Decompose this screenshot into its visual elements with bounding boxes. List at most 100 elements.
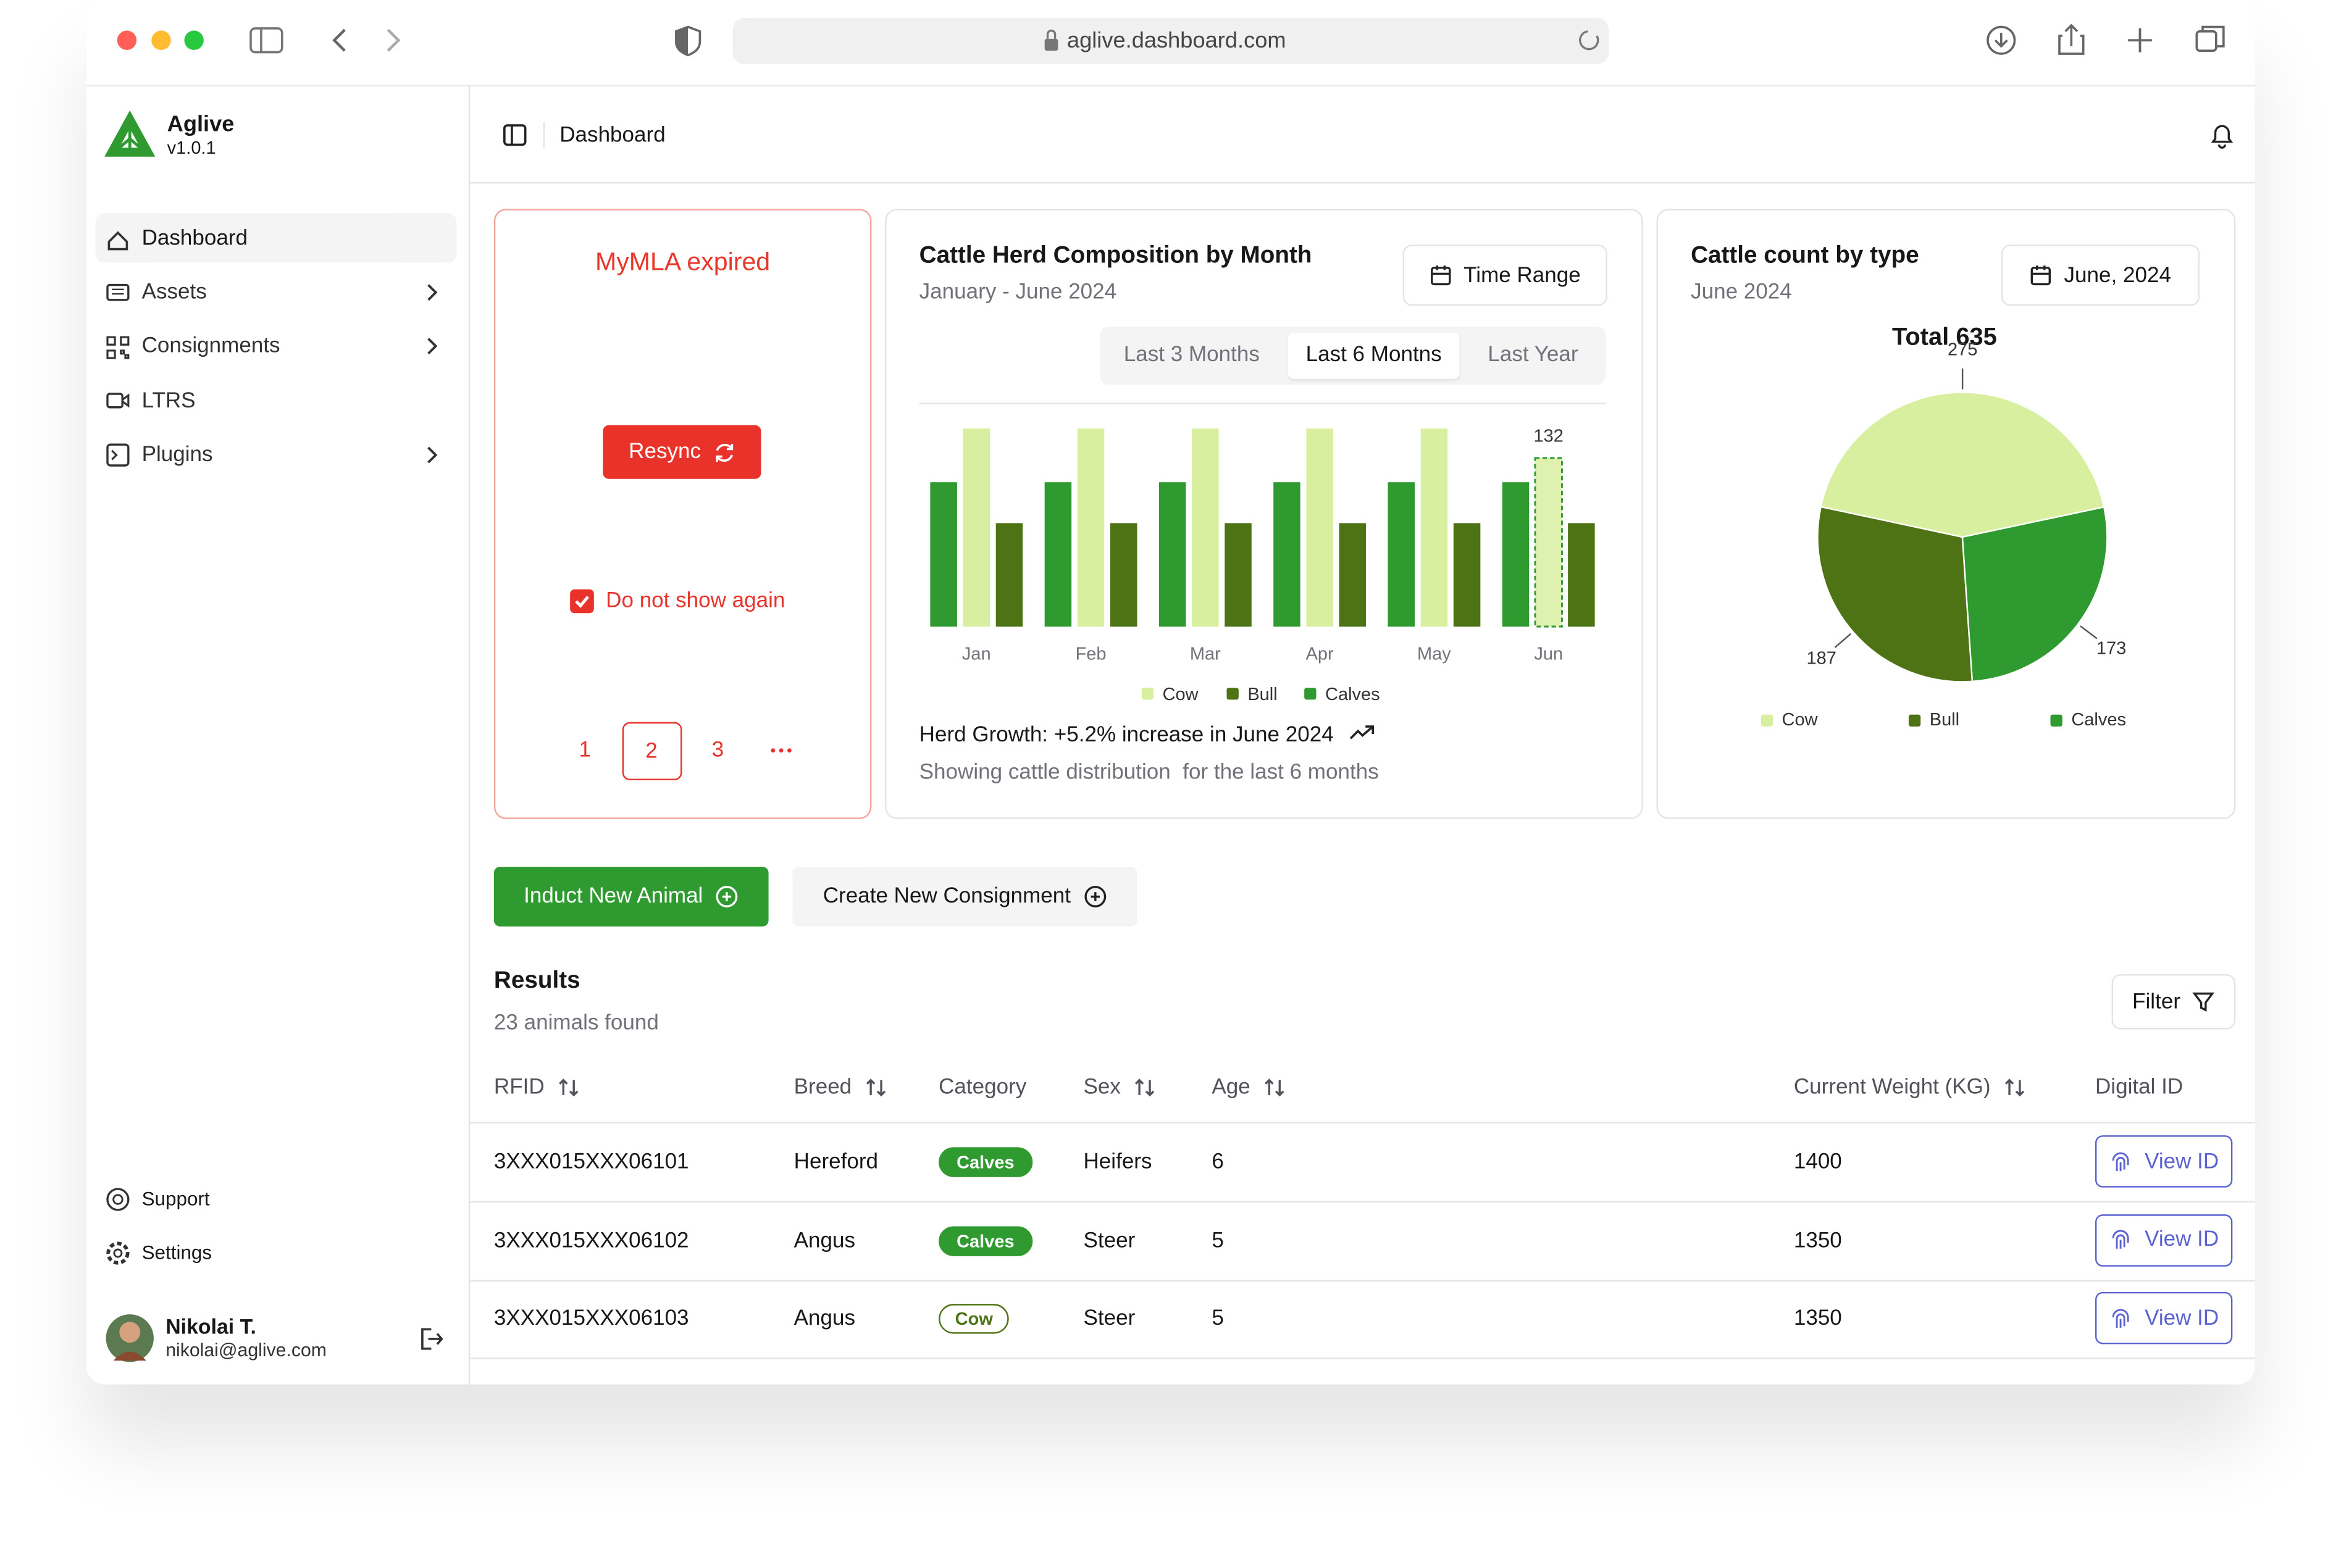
pagination-more[interactable]	[767, 743, 797, 758]
table-cell: 3XXX015XXX06103	[493, 1307, 689, 1332]
fingerprint-icon	[2112, 1151, 2129, 1170]
checkmark	[575, 596, 590, 608]
view-id-button[interactable]: View ID	[2095, 1214, 2233, 1266]
icon-part	[113, 1248, 123, 1258]
app-version: v1.0.1	[167, 137, 216, 159]
icon-part	[575, 596, 590, 608]
x-tick-label: Mar	[1190, 644, 1221, 664]
reload-button[interactable]	[1579, 30, 1599, 51]
tab[interactable]: Last 6 Montns	[1288, 332, 1460, 379]
legend-label: Cow	[1782, 710, 1819, 730]
column-header[interactable]: RFID	[494, 1074, 580, 1101]
icon-part	[558, 1078, 579, 1097]
forward-button[interactable]	[387, 28, 401, 52]
icon-part	[2032, 265, 2050, 275]
user-name: Nikolai T.	[165, 1314, 256, 1338]
column-label: RFID	[493, 1075, 545, 1100]
new-tab-button[interactable]	[2128, 28, 2152, 52]
nav-item[interactable]: LTRS	[141, 389, 196, 414]
nav-item[interactable]: Plugins	[141, 443, 213, 467]
pie-slice	[1961, 506, 2108, 683]
view-id-button[interactable]: View ID	[2095, 1292, 2233, 1345]
icon-part	[1994, 33, 2008, 48]
panel-toggle[interactable]	[501, 122, 531, 149]
table-cell: 3XXX015XXX06102	[493, 1228, 689, 1253]
x-tick-label: Apr	[1306, 644, 1334, 664]
icon-part	[2004, 1078, 2024, 1097]
column-header[interactable]: Age	[1212, 1074, 1286, 1101]
zoom-button[interactable]	[184, 30, 204, 50]
calendar-icon	[2030, 265, 2051, 286]
page-button[interactable]: 1	[579, 738, 592, 762]
time-range-button[interactable]: Time Range	[1402, 244, 1607, 306]
resync-button[interactable]: Resync	[603, 425, 761, 479]
bar	[1453, 523, 1481, 627]
sort-icon	[866, 1078, 886, 1097]
bar	[963, 428, 990, 627]
close-button[interactable]	[117, 30, 137, 50]
bar	[1568, 523, 1595, 627]
logout-button[interactable]	[421, 1328, 443, 1350]
results-title: Results	[493, 968, 580, 994]
icon-part	[2030, 267, 2051, 286]
ltrs-icon	[106, 393, 124, 409]
alert-title: MyMLA expired	[595, 248, 771, 277]
icon-part	[112, 1194, 124, 1205]
table-cell: Steer	[1083, 1228, 1136, 1253]
column-header[interactable]: Current Weight (KG)	[1794, 1074, 2027, 1101]
plus-icon	[1084, 886, 1106, 907]
table-cell: 1350	[1793, 1228, 1842, 1253]
icon-part	[2211, 125, 2234, 149]
month-button[interactable]: June, 2024	[2001, 244, 2200, 306]
sidebar-toggle[interactable]	[249, 27, 283, 54]
share-button[interactable]	[2058, 23, 2085, 55]
column-header: Digital ID	[2095, 1074, 2183, 1101]
nav-active-bg	[95, 213, 457, 263]
downloads-button[interactable]	[1987, 25, 2016, 55]
nav-item[interactable]: Settings	[141, 1241, 212, 1264]
tab[interactable]: Last Year	[1488, 343, 1578, 367]
column-label: Digital ID	[2095, 1075, 2184, 1100]
legend-label: Cow	[1163, 685, 1199, 704]
nav-item[interactable]: Dashboard	[141, 227, 248, 251]
notifications-button[interactable]	[2207, 121, 2237, 151]
induct-animal-button[interactable]: Induct New Animal	[493, 867, 769, 927]
button-label: Create New Consignment	[823, 885, 1071, 909]
nav-item[interactable]: Support	[141, 1187, 210, 1210]
tab[interactable]: Last 3 Months	[1123, 343, 1260, 367]
minimize-button[interactable]	[151, 30, 171, 50]
nav-item[interactable]: Assets	[141, 280, 207, 305]
sidebar-border	[468, 86, 471, 1385]
button-label: Time Range	[1463, 263, 1581, 288]
view-id-button[interactable]: View ID	[2095, 1135, 2233, 1188]
chart-subtitle: June 2024	[1691, 280, 1792, 305]
back-button[interactable]	[332, 28, 346, 52]
tabs-button[interactable]	[2195, 30, 2217, 52]
bar	[1339, 523, 1367, 627]
x-tick-label: Feb	[1076, 644, 1107, 664]
table-cell: Heifers	[1083, 1150, 1152, 1174]
filter-button[interactable]: Filter	[2111, 974, 2236, 1030]
url-text: aglive.dashboard.com	[1067, 27, 1286, 52]
chart-subtitle: January - June 2024	[919, 280, 1117, 305]
bar	[1044, 482, 1072, 627]
page-button[interactable]: 2	[621, 722, 682, 780]
icon-part	[866, 1078, 886, 1097]
icon-part	[1090, 892, 1099, 901]
sort-icon	[1134, 1078, 1155, 1097]
footer-text: Herd Growth: +5.2% increase in June 2024	[919, 724, 1334, 748]
create-consignment-button[interactable]: Create New Consignment	[792, 867, 1137, 927]
checkbox[interactable]	[570, 589, 594, 614]
user-email: nikolai@aglive.com	[165, 1340, 327, 1361]
bar	[995, 523, 1023, 627]
url-bar[interactable]	[732, 18, 1609, 64]
column-header[interactable]: Sex	[1084, 1074, 1157, 1101]
page-button[interactable]: 3	[711, 738, 724, 762]
column-header[interactable]: Breed	[794, 1074, 888, 1101]
table-cell: Hereford	[793, 1150, 879, 1174]
nav-item[interactable]: Consignments	[141, 334, 280, 359]
icon-part	[1430, 267, 1451, 286]
table-cell: Angus	[793, 1228, 856, 1253]
